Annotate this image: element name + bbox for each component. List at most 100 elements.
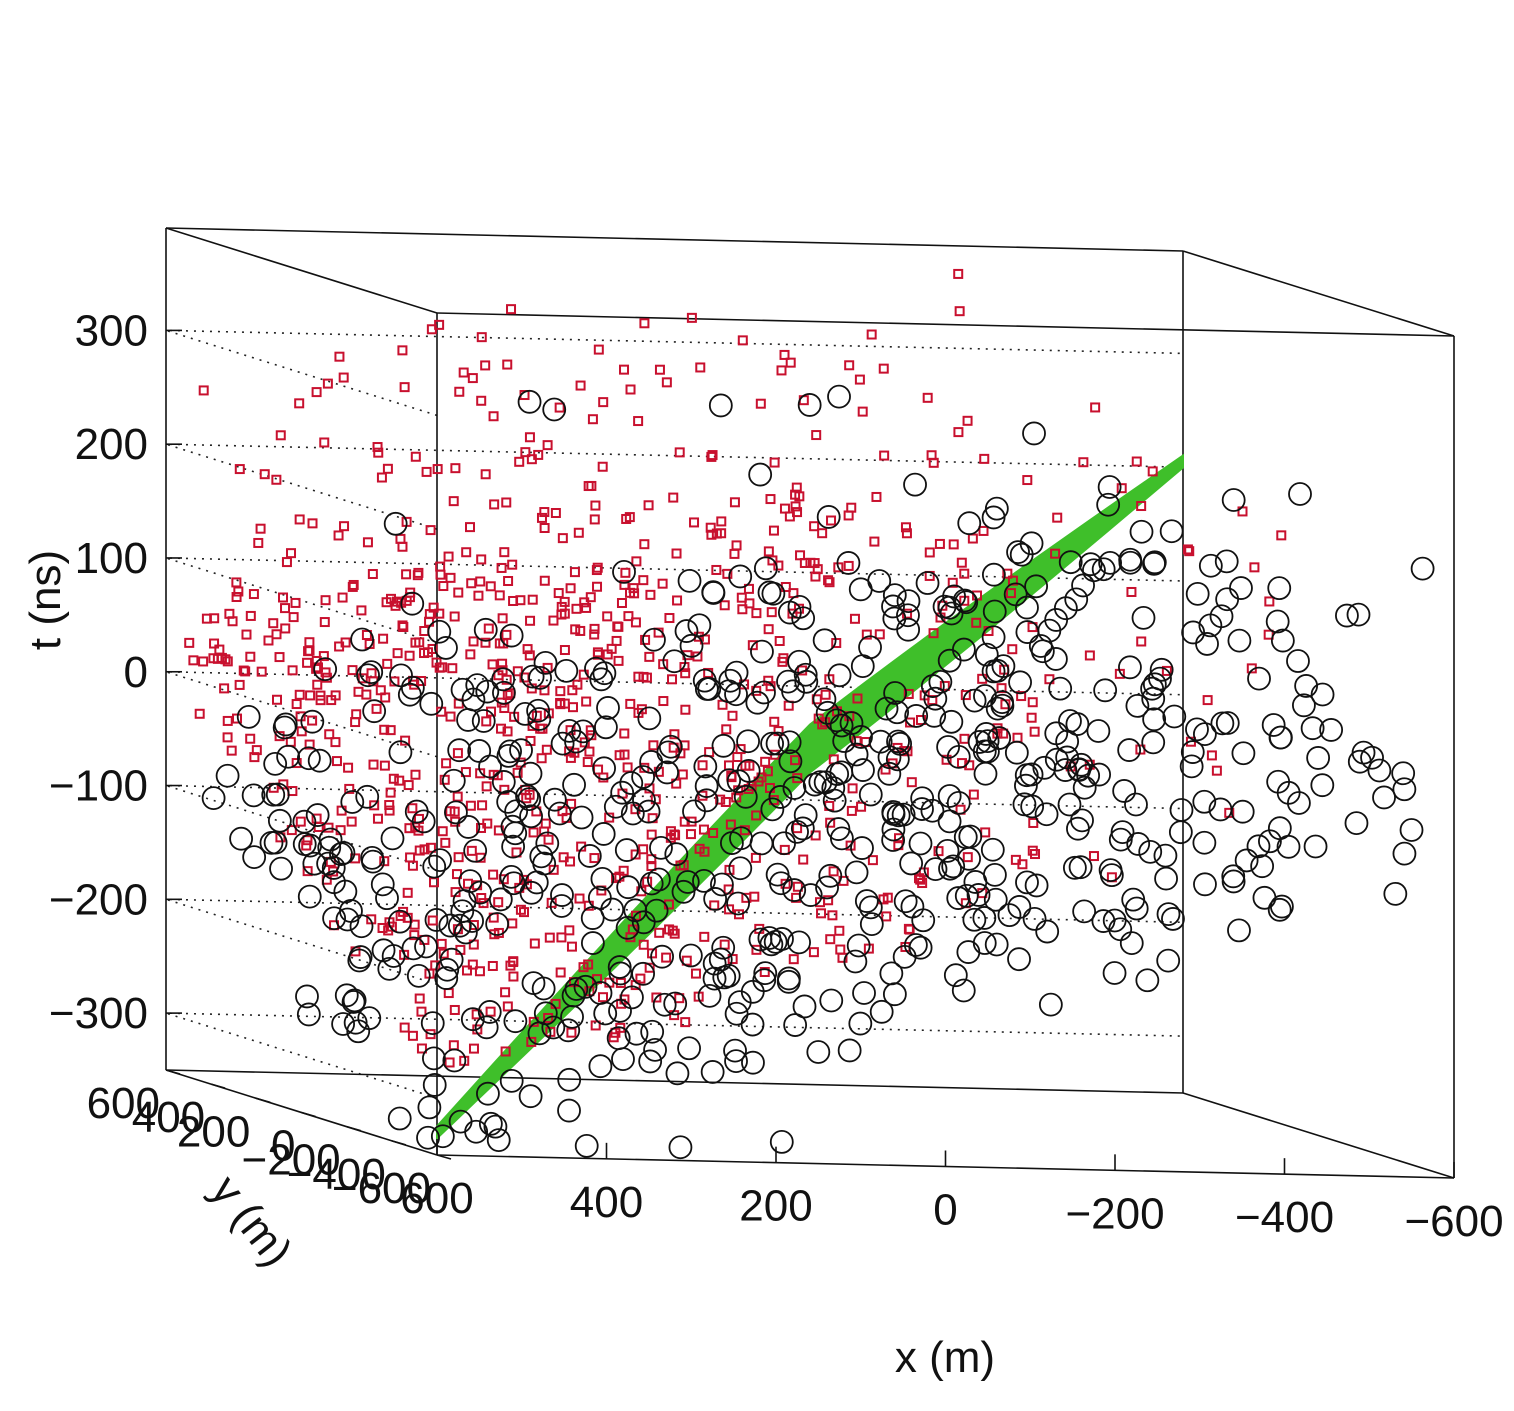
black-point: [1118, 655, 1142, 680]
red-point: [737, 604, 748, 615]
black-point: [935, 838, 960, 863]
black-point: [334, 983, 359, 1008]
red-point: [519, 907, 530, 918]
black-point: [496, 744, 521, 768]
black-point: [983, 887, 1008, 912]
black-point: [769, 871, 793, 896]
black-point: [822, 788, 847, 813]
red-point: [871, 491, 882, 502]
red-point: [1276, 530, 1287, 541]
red-point: [980, 827, 991, 838]
red-point: [959, 568, 970, 579]
black-point: [580, 906, 605, 930]
red-point: [476, 332, 487, 343]
black-point: [821, 776, 846, 800]
red-point: [302, 835, 313, 846]
red-point: [487, 659, 498, 670]
black-point: [760, 797, 785, 822]
black-point: [974, 642, 999, 667]
red-point: [548, 615, 559, 626]
red-point: [962, 415, 973, 426]
red-point: [497, 613, 508, 624]
black-point: [529, 844, 554, 869]
black-point: [637, 706, 662, 731]
red-point: [736, 592, 747, 603]
red-point: [1211, 765, 1222, 776]
red-point: [967, 533, 978, 544]
red-point: [476, 395, 487, 406]
black-point: [1124, 792, 1148, 817]
black-point: [518, 1084, 543, 1109]
black-point: [980, 837, 1005, 862]
red-point: [372, 442, 383, 453]
black-point: [724, 1001, 749, 1026]
red-point: [644, 962, 655, 973]
red-point: [846, 805, 857, 816]
black-point: [782, 776, 807, 800]
box-edge: [165, 227, 1184, 252]
red-point: [639, 539, 650, 550]
black-point: [1310, 682, 1335, 707]
black-point: [874, 696, 899, 721]
red-point: [719, 939, 730, 950]
red-point: [613, 655, 624, 666]
red-point: [475, 576, 486, 587]
red-point: [584, 746, 595, 757]
x-tick-label: −200: [1065, 1189, 1164, 1238]
red-point: [1131, 456, 1142, 467]
red-point: [1050, 548, 1061, 559]
black-point: [1129, 519, 1154, 544]
red-point: [1202, 695, 1213, 706]
black-point: [610, 780, 635, 805]
red-point: [271, 474, 282, 485]
black-point: [513, 702, 538, 726]
red-point: [447, 663, 458, 674]
black-point: [590, 866, 615, 891]
black-point: [1294, 674, 1319, 698]
red-point: [762, 766, 773, 777]
black-point: [499, 623, 524, 648]
black-point: [1168, 820, 1193, 845]
red-point: [680, 704, 691, 715]
red-point: [874, 629, 885, 640]
black-point: [816, 505, 841, 529]
black-point: [1286, 649, 1310, 673]
red-point: [319, 617, 330, 628]
black-point: [1058, 550, 1083, 575]
red-point: [275, 430, 286, 441]
red-point: [785, 357, 796, 368]
red-point: [467, 373, 478, 384]
red-point: [553, 588, 564, 599]
red-point: [280, 603, 291, 614]
black-point: [619, 771, 644, 795]
black-point: [881, 828, 906, 852]
red-point: [565, 752, 576, 763]
red-point: [959, 733, 970, 744]
y-tick-label: −200: [242, 1136, 341, 1185]
red-point: [1052, 512, 1063, 523]
black-point: [335, 907, 360, 932]
red-point: [304, 637, 315, 648]
red-point: [615, 977, 626, 988]
black-point: [1140, 676, 1165, 701]
red-point: [1088, 851, 1099, 862]
black-point: [858, 635, 882, 660]
red-point: [410, 769, 421, 780]
red-point: [330, 690, 341, 701]
red-point: [555, 967, 566, 978]
black-point: [292, 832, 317, 857]
black-point: [1108, 827, 1133, 852]
red-point: [198, 656, 209, 667]
black-point: [836, 551, 861, 575]
black-point: [1102, 908, 1127, 933]
black-point: [858, 895, 883, 920]
black-point: [687, 613, 712, 638]
red-point: [651, 992, 662, 1003]
black-point: [471, 709, 496, 733]
black-point: [361, 849, 385, 874]
black-point: [389, 663, 413, 688]
black-point: [1098, 550, 1123, 575]
red-point: [432, 464, 443, 475]
red-point: [616, 597, 627, 608]
y-tick-label: −600: [332, 1164, 431, 1213]
